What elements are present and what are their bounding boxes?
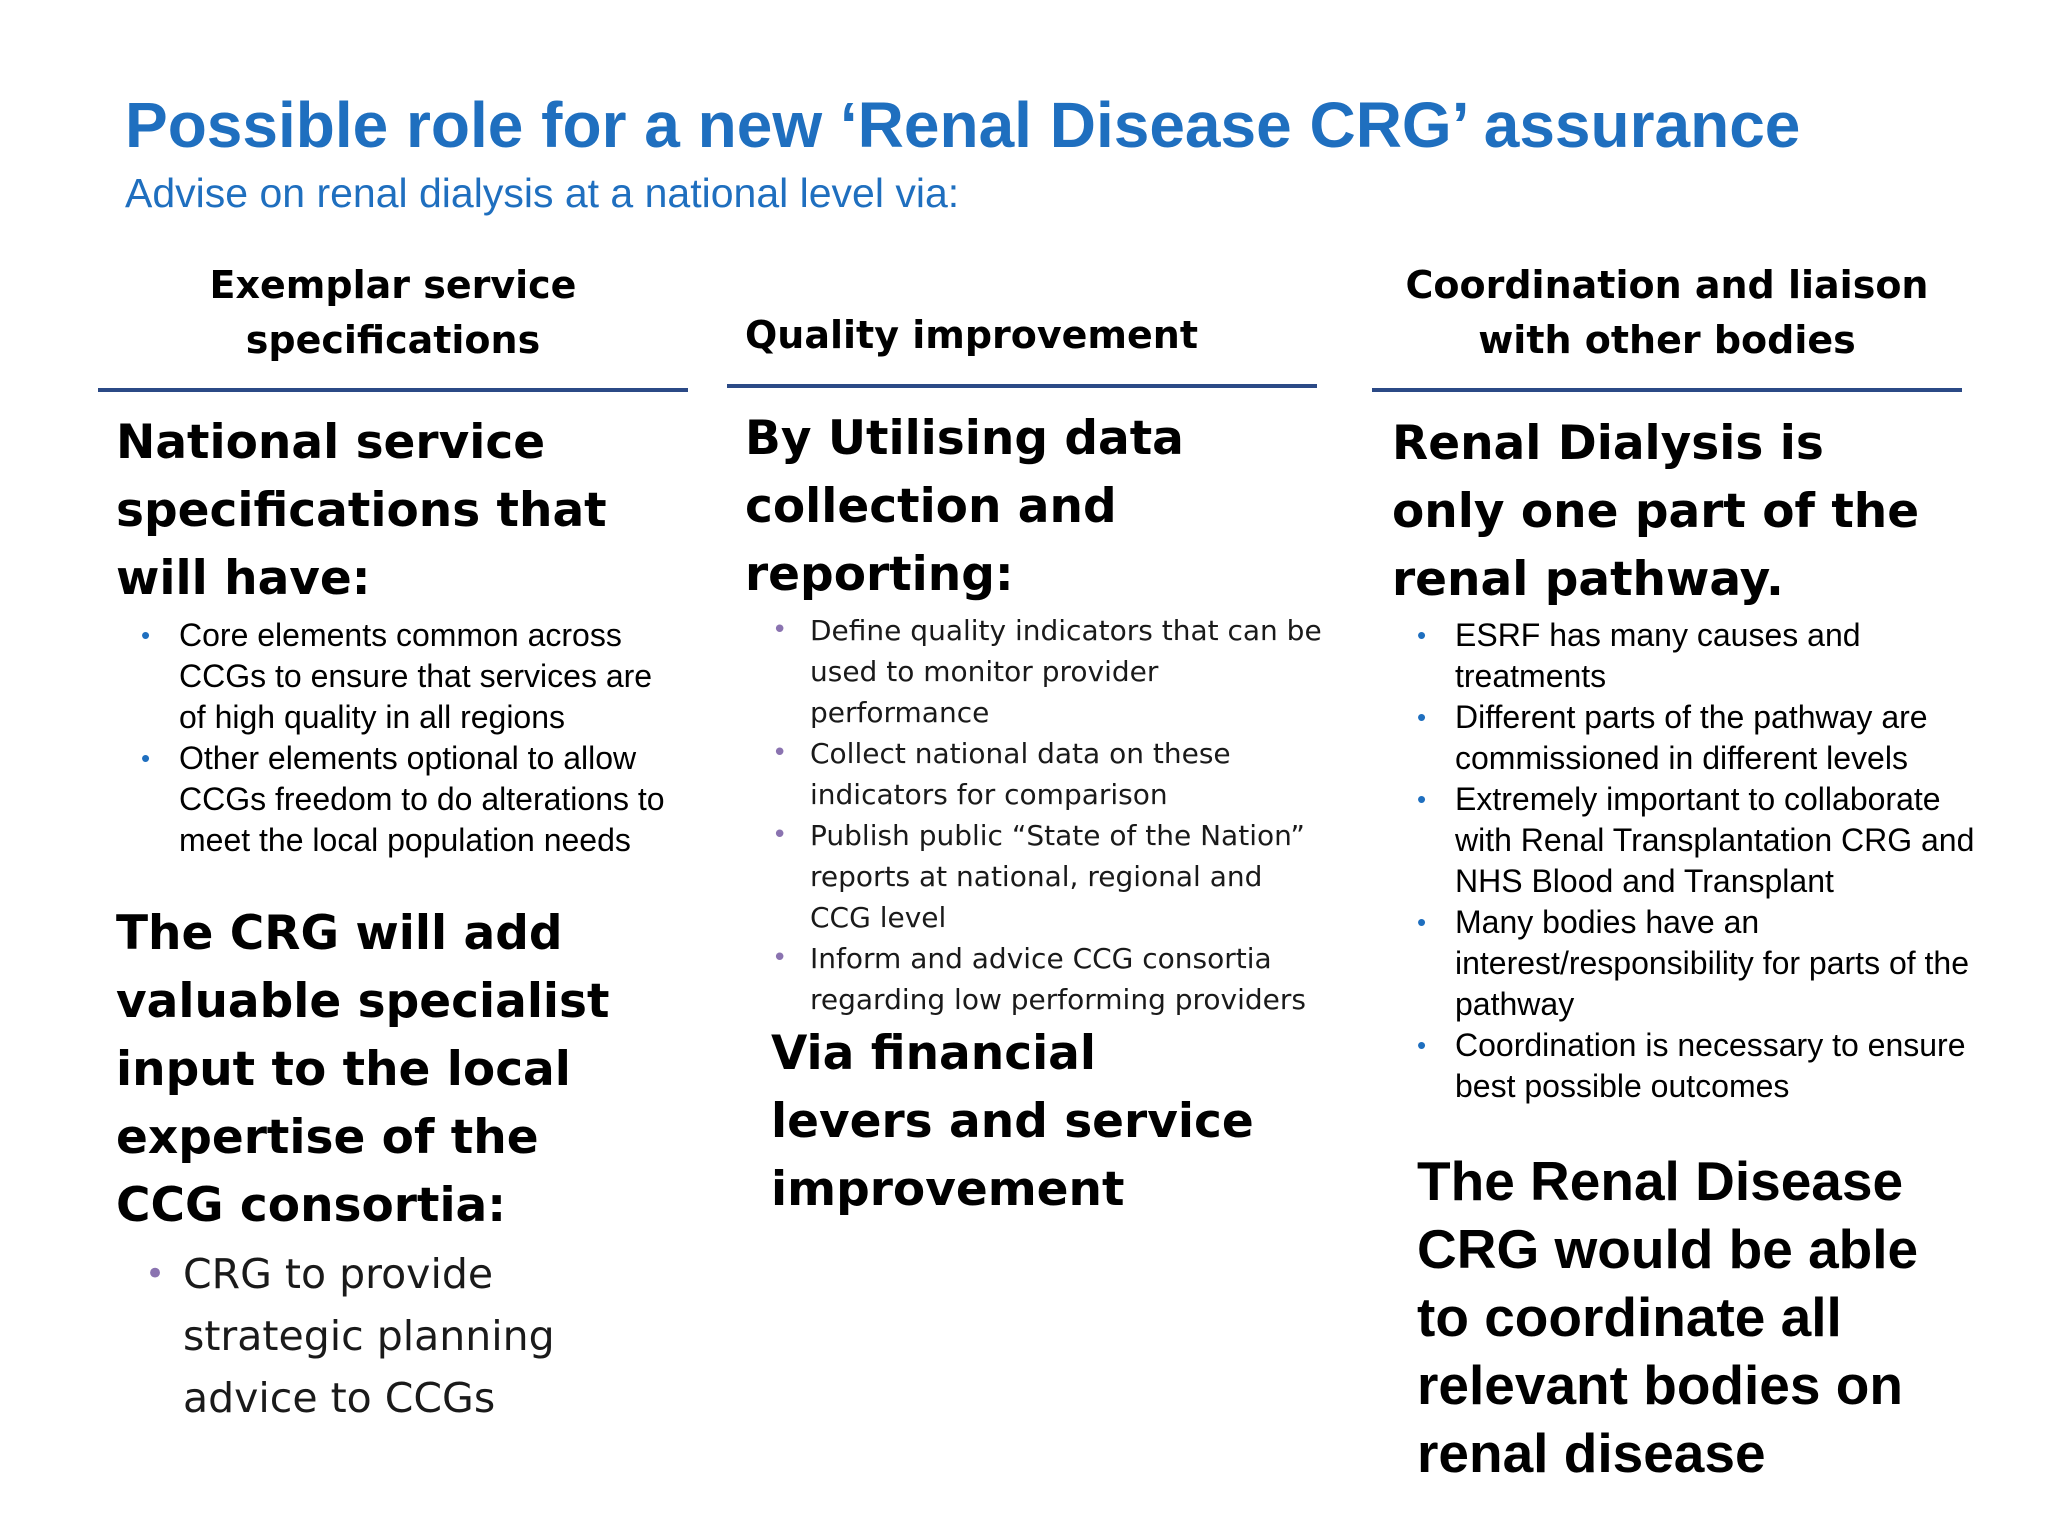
list-item: • Core elements common across CCGs to ens… [141,615,681,738]
bullet-icon: • [145,1254,166,1294]
list-item: • Inform and advice CCG consortia regardi… [772,938,1322,1020]
list-item-text: Define quality indicators that can be us… [810,614,1322,729]
column-heading-line: Quality improvement [745,313,1199,357]
bullet-icon: • [772,615,788,645]
column-intro: By Utilising data collection and reporti… [745,411,1184,602]
column-intro: National service specifications that wil… [116,415,607,606]
list-item-text: CRG to provide strategic planning advice… [183,1250,555,1422]
list-item: • Publish public “State of the Nation” re… [772,815,1322,938]
list-item-text: ESRF has many causes and treatments [1455,617,1861,694]
list-item: • Extremely important to collaborate with… [1417,779,1977,902]
column-statement: Via financial levers and service improve… [771,1026,1254,1217]
bullet-icon: • [1417,620,1427,650]
list-item-text: Extremely important to collaborate with … [1455,781,1975,899]
bullet-icon: • [141,743,151,773]
list-item: • Define quality indicators that can be u… [772,610,1322,733]
column-intro: Renal Dialysis is only one part of the r… [1392,416,1920,607]
column-divider [98,388,688,392]
bullet-icon: • [772,738,788,768]
column-heading-line: Exemplar service [209,263,577,307]
list-item: • Many bodies have an interest/responsibi… [1417,902,1977,1025]
bullet-icon: • [1417,702,1427,732]
list-item-text: Many bodies have an interest/responsibil… [1455,904,1970,1022]
list-item-text: Different parts of the pathway are commi… [1455,699,1928,776]
list-item-text: Collect national data on these indicator… [810,737,1231,811]
bullet-icon: • [772,943,788,973]
column-heading-line: with other bodies [1478,318,1856,362]
list-item-text: Inform and advice CCG consortia regardin… [810,942,1307,1016]
column-heading-line: specifications [245,318,541,362]
list-item: • Other elements optional to allow CCGs f… [141,738,681,861]
list-item-text: Coordination is necessary to ensure best… [1455,1027,1966,1104]
bullet-icon: • [141,620,151,650]
column-heading: Coordination and liaison with other bodi… [1372,258,1962,368]
bullet-icon: • [1417,1030,1427,1060]
column-statement: The CRG will add valuable specialist inp… [116,906,610,1233]
bullet-icon: • [1417,907,1427,937]
list-item: • Different parts of the pathway are comm… [1417,697,1977,779]
list-item: • CRG to provide strategic planning advic… [145,1243,605,1429]
bullet-list: • ESRF has many causes and treatments • Di… [1417,615,1977,1107]
bullet-list: • Define quality indicators that can be u… [772,610,1322,1020]
list-item: • ESRF has many causes and treatments [1417,615,1977,697]
list-item-text: Other elements optional to allow CCGs fr… [179,740,665,858]
list-item-text: Publish public “State of the Nation” rep… [810,819,1305,934]
sub-bullet-list: • CRG to provide strategic planning advic… [145,1243,605,1429]
list-item-text: Core elements common across CCGs to ensu… [179,617,653,735]
column-heading: Exemplar service specifications [98,258,688,368]
bullet-list: • Core elements common across CCGs to ens… [141,615,681,861]
list-item: • Collect national data on these indicato… [772,733,1322,815]
bullet-icon: • [1417,784,1427,814]
slide-subtitle: Advise on renal dialysis at a national l… [125,170,960,216]
slide-title: Possible role for a new ‘Renal Disease C… [125,89,1801,161]
column-statement: The Renal Disease CRG would be able to c… [1417,1150,1919,1484]
list-item: • Coordination is necessary to ensure bes… [1417,1025,1977,1107]
column-heading-line: Coordination and liaison [1405,263,1929,307]
column-divider [1372,388,1962,392]
column-heading: Quality improvement [745,308,1305,363]
column-divider [727,384,1317,388]
bullet-icon: • [772,820,788,850]
